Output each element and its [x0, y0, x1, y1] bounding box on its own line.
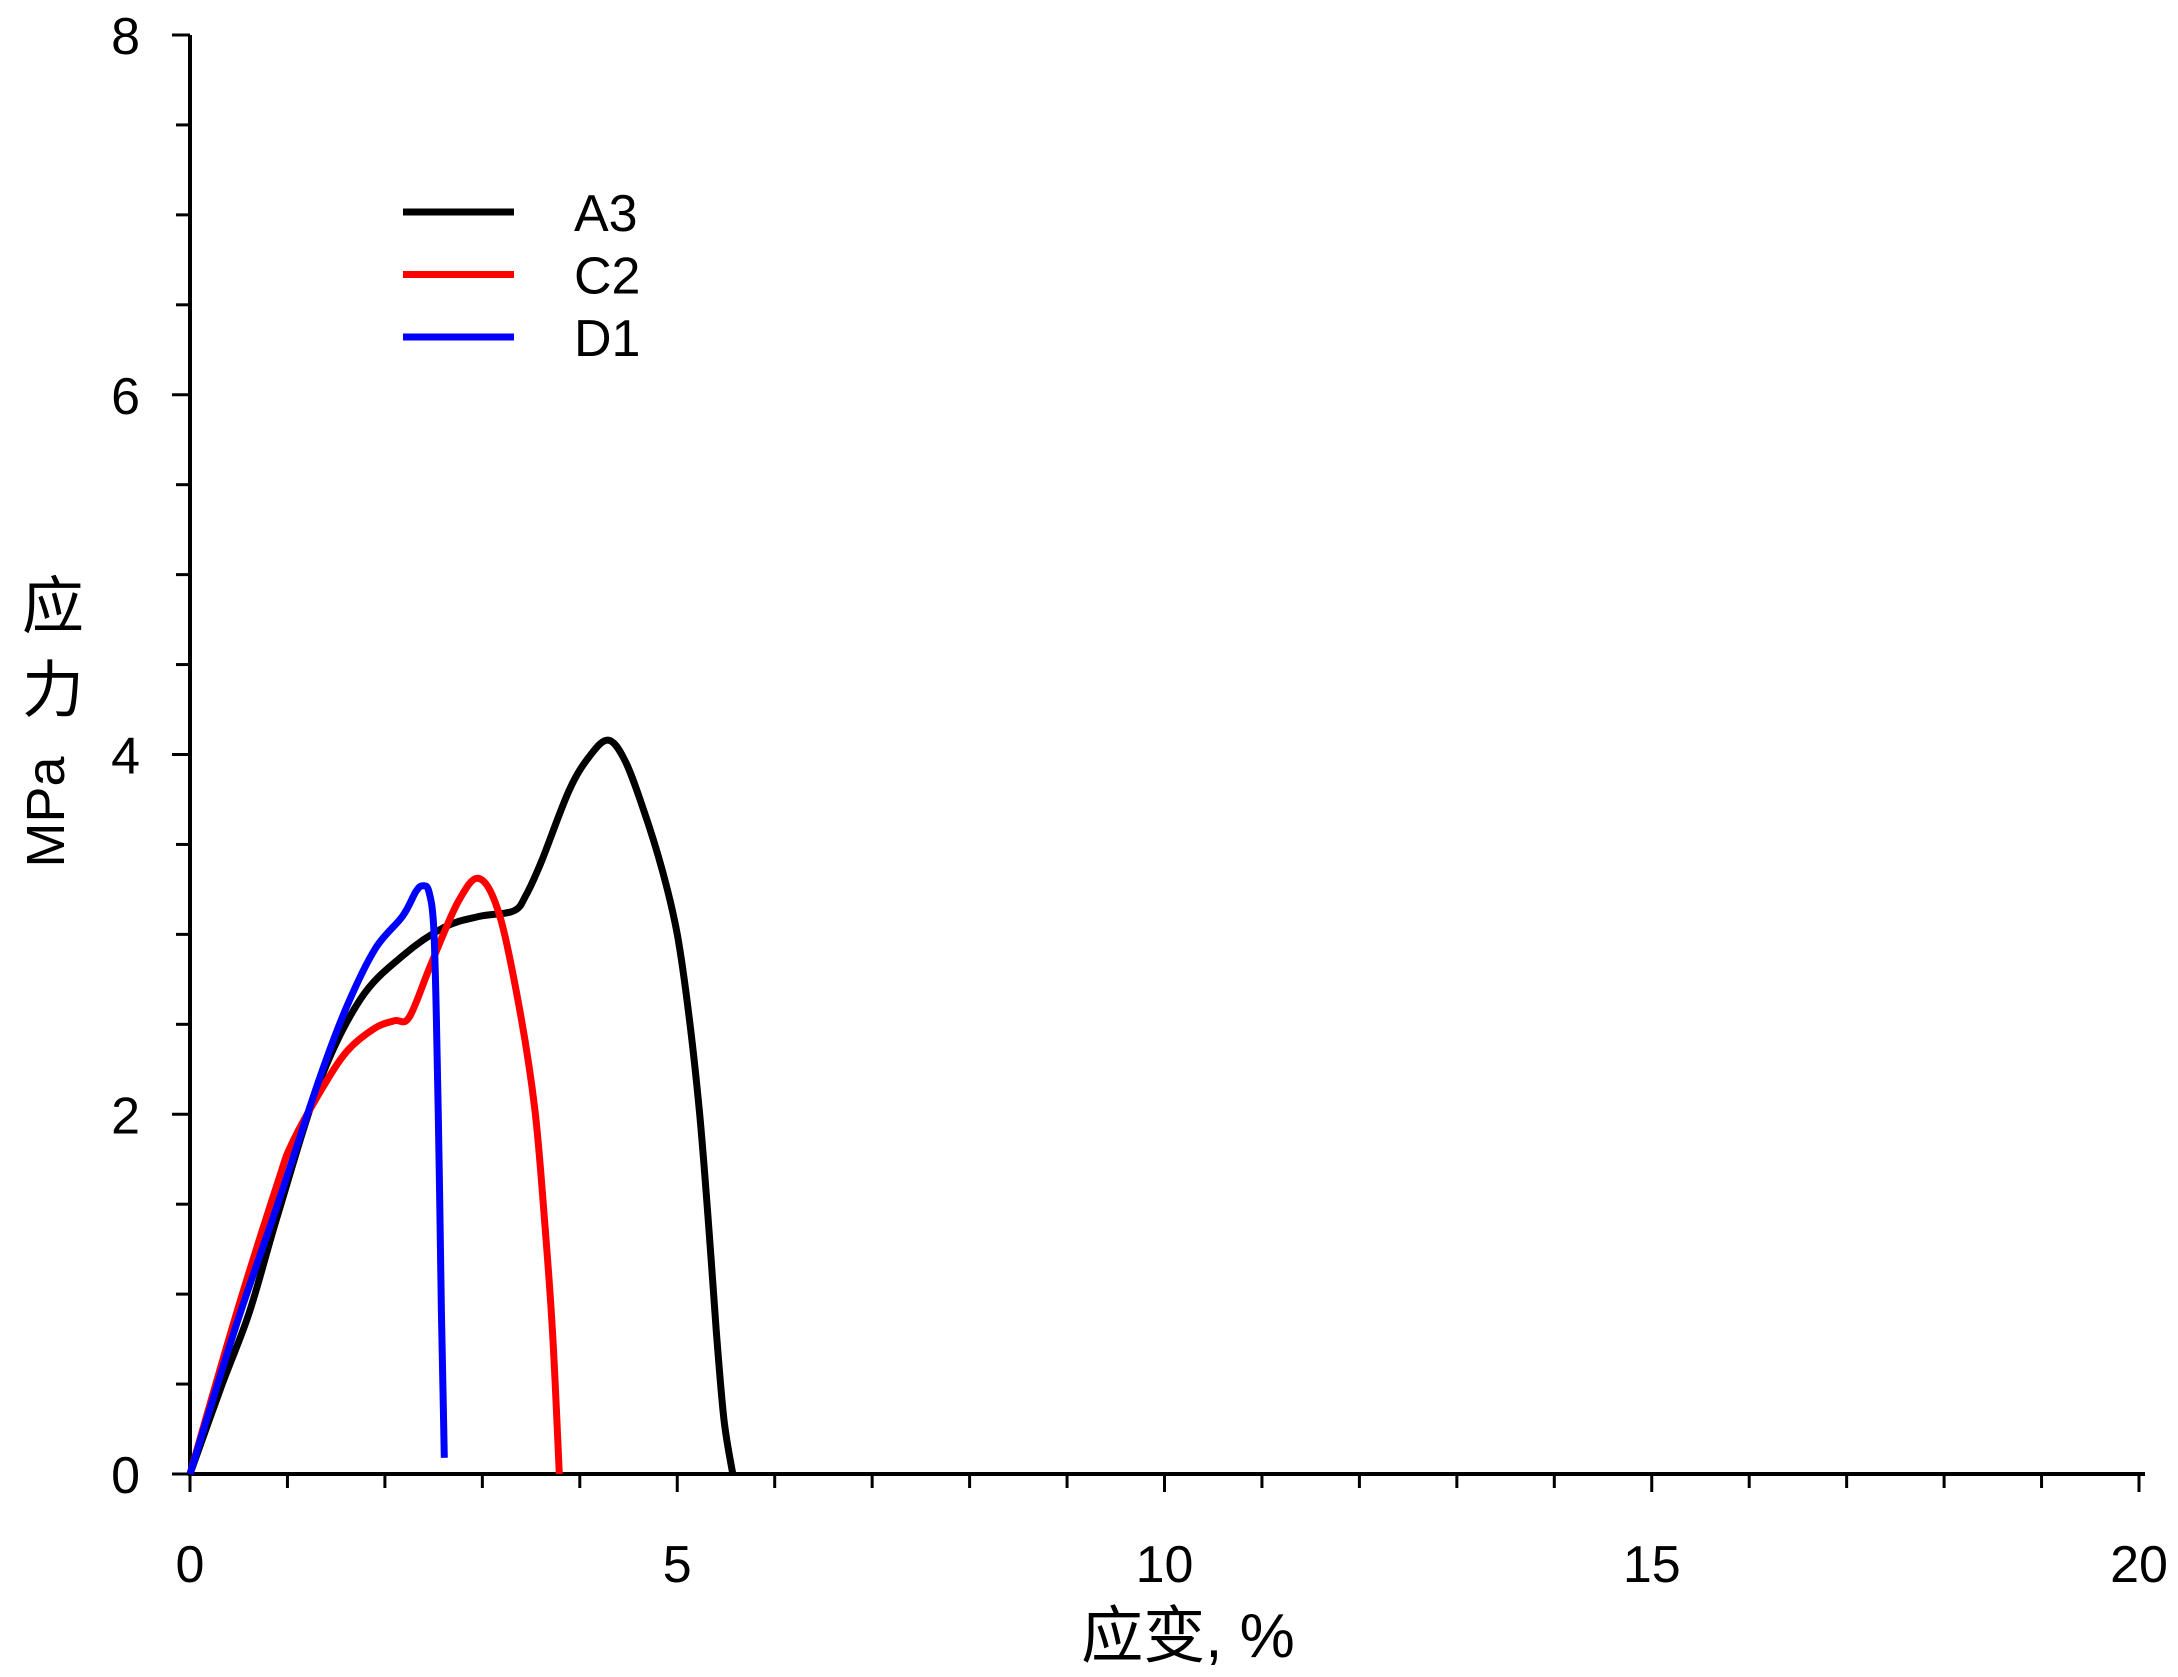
axes	[188, 35, 2145, 1476]
y-tick-label: 6	[111, 368, 140, 426]
y-tick-label: 8	[111, 8, 140, 66]
series-line-d1	[186, 882, 448, 1476]
legend-label: A3	[574, 185, 638, 243]
axis-tick-labels: 0 5 10 15 20 0 2 4 6 8	[111, 8, 2168, 1594]
y-tick-label: 0	[111, 1447, 140, 1505]
y-axis-unit-label: MPa	[16, 756, 76, 868]
y-tick-label: 2	[111, 1087, 140, 1145]
plot-series	[186, 736, 737, 1476]
legend-item-d1: D1	[403, 310, 640, 368]
x-tick-label: 5	[663, 1536, 692, 1594]
legend-label: D1	[574, 310, 640, 368]
series-line-a3	[186, 736, 737, 1476]
legend-label: C2	[574, 248, 640, 306]
series-line-c2	[186, 874, 563, 1475]
x-tick-label: 0	[176, 1536, 205, 1594]
y-tick-label: 4	[111, 728, 140, 786]
legend-item-a3: A3	[403, 185, 638, 243]
x-tick-label: 10	[1136, 1536, 1194, 1594]
x-axis-label: 应变, %	[1081, 1602, 1295, 1671]
x-tick-label: 20	[2110, 1536, 2168, 1594]
x-tick-label: 15	[1623, 1536, 1681, 1594]
legend-item-c2: C2	[403, 248, 640, 306]
axis-ticks	[172, 33, 2141, 1492]
y-axis-label: 应力	[12, 573, 81, 741]
